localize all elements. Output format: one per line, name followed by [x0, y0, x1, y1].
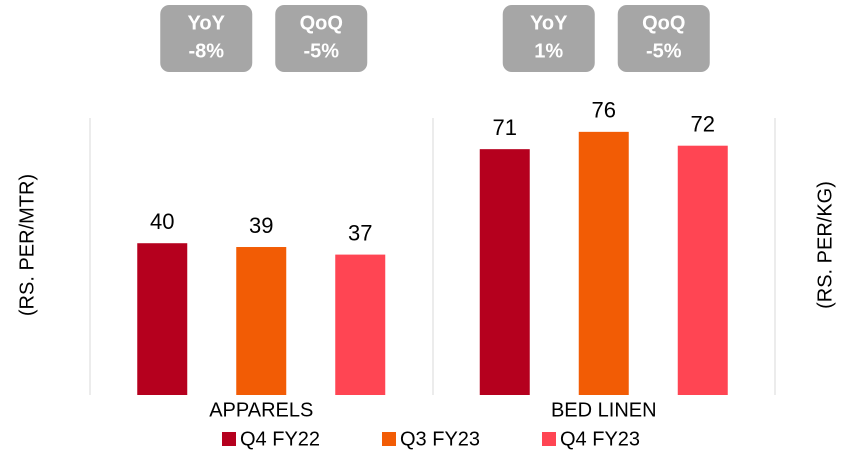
annotation-title: QoQ [300, 12, 343, 34]
annotation-bg [617, 5, 710, 72]
annotation-value: -8% [188, 40, 224, 62]
annotation-box: YoY -8% [160, 5, 253, 72]
annotation-box: QoQ -5% [617, 5, 710, 72]
data-label: 76 [592, 98, 616, 123]
bar [335, 254, 386, 395]
x-tick-label: APPARELS [209, 399, 313, 421]
annotation-box: YoY 1% [502, 5, 595, 72]
annotation-bg [275, 5, 368, 72]
annotation-value: 1% [534, 40, 563, 62]
legend-swatch [222, 432, 236, 446]
data-label: 72 [691, 112, 715, 137]
annotation-bg [160, 5, 253, 72]
x-tick-label: BED LINEN [551, 399, 657, 421]
data-label: 37 [348, 220, 372, 245]
data-label: 71 [493, 115, 517, 140]
y2-axis-title: (RS. PER/KG) [814, 181, 836, 309]
bar [479, 149, 530, 395]
annotation-value: -5% [646, 40, 682, 62]
annotation-value: -5% [303, 40, 339, 62]
bar [578, 131, 629, 395]
bar [236, 247, 287, 395]
annotation-title: YoY [188, 12, 226, 34]
data-label: 40 [150, 209, 174, 234]
annotation-box: QoQ -5% [275, 5, 368, 72]
data-label: 39 [249, 213, 273, 238]
annotation-title: YoY [530, 12, 568, 34]
legend-label: Q3 FY23 [400, 428, 480, 450]
legend-label: Q4 FY23 [560, 428, 640, 450]
legend-label: Q4 FY22 [240, 428, 320, 450]
y-axis-title: (RS. PER/MTR) [16, 174, 38, 316]
annotation-title: QoQ [642, 12, 685, 34]
bar [677, 145, 728, 395]
bar [137, 243, 188, 395]
legend-swatch [542, 432, 556, 446]
annotation-bg [502, 5, 595, 72]
legend-swatch [382, 432, 396, 446]
